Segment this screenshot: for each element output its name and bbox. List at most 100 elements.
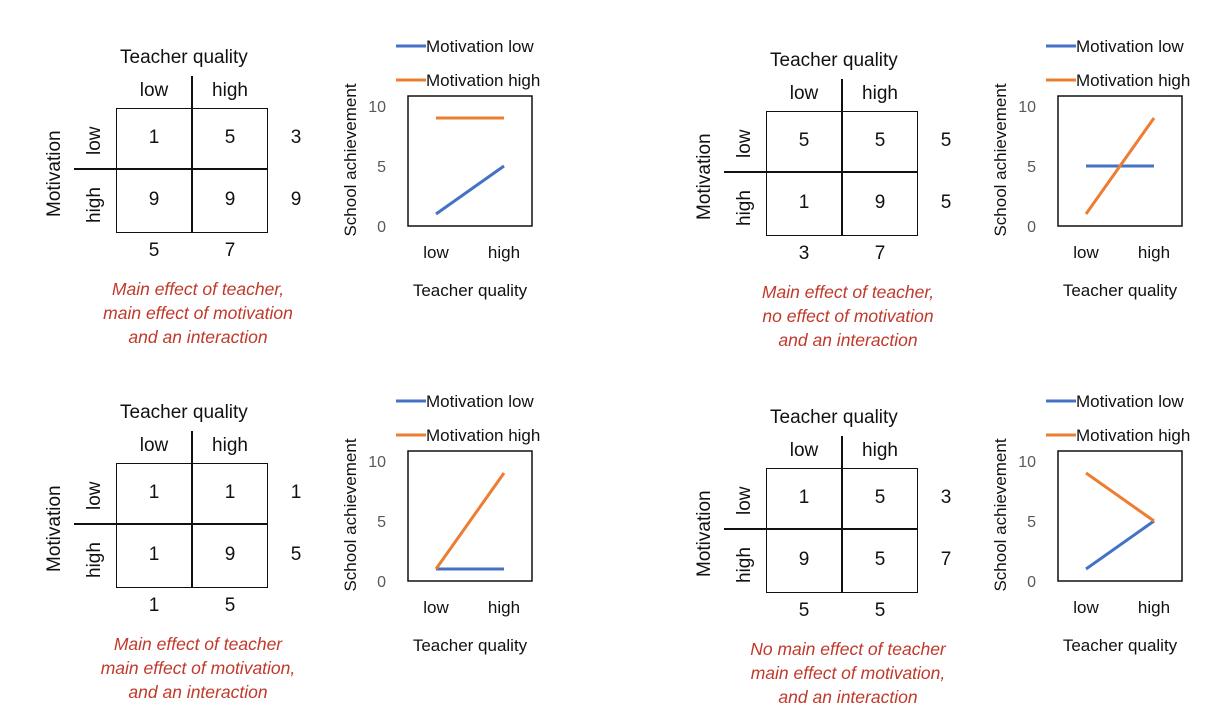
- y-tick-label: 0: [1027, 574, 1036, 591]
- col-label-1: high: [862, 440, 898, 461]
- x-tick-label: high: [1138, 243, 1170, 262]
- legend-label: Motivation high: [1076, 71, 1190, 90]
- caption-line: main effect of motivation: [103, 303, 293, 323]
- x-tick-label: low: [1073, 243, 1099, 262]
- table-cell: 9: [798, 549, 810, 570]
- col-label-0: low: [139, 435, 169, 456]
- table-cell: 5: [874, 549, 886, 570]
- y-tick-label: 5: [1027, 159, 1036, 176]
- row-label-0: low: [734, 486, 755, 515]
- y-tick-label: 10: [1018, 99, 1036, 116]
- table-cell: 9: [224, 189, 236, 210]
- row-title: Motivation: [44, 485, 65, 572]
- y-axis-label: School achievement: [991, 438, 1010, 591]
- col-margin: 5: [148, 240, 160, 261]
- table-horizontal-divider: [74, 168, 268, 170]
- caption: Main effect of teacher main effect of mot…: [68, 632, 328, 704]
- series-line-motivation-high: [1085, 471, 1155, 523]
- y-axis-label: School achievement: [991, 83, 1010, 236]
- table-title: Teacher quality: [120, 402, 248, 423]
- table-cell: 1: [148, 482, 160, 503]
- table-cell: 1: [224, 482, 236, 503]
- x-axis-label: Teacher quality: [413, 281, 528, 300]
- x-tick-label: high: [488, 243, 520, 262]
- table-cell: 1: [148, 544, 160, 565]
- col-label-1: high: [212, 435, 248, 456]
- row-margin: 7: [940, 549, 952, 570]
- caption-line: and an interaction: [778, 687, 918, 707]
- x-tick-label: low: [1073, 598, 1099, 617]
- caption: Main effect of teacher, no effect of moti…: [718, 280, 978, 352]
- table-title: Teacher quality: [770, 50, 898, 71]
- row-margin: 1: [290, 482, 302, 503]
- col-margin: 5: [874, 600, 886, 621]
- row-margin: 3: [290, 127, 302, 148]
- x-tick-label: low: [423, 598, 449, 617]
- y-axis-label: School achievement: [341, 83, 360, 236]
- table-cell: 9: [874, 192, 886, 213]
- table-cell: 9: [148, 189, 160, 210]
- row-title: Motivation: [694, 133, 715, 220]
- table-cell: 5: [874, 130, 886, 151]
- legend-label: Motivation high: [1076, 426, 1190, 445]
- table-horizontal-divider: [724, 528, 918, 530]
- panel-3: Teacher quality low high Motivation low high 1…: [0, 355, 613, 710]
- caption-line: main effect of motivation,: [750, 663, 946, 683]
- caption: Main effect of teacher, main effect of mo…: [68, 277, 328, 349]
- row-label-1: high: [84, 187, 105, 223]
- y-tick-label: 0: [377, 219, 386, 236]
- row-title: Motivation: [694, 490, 715, 577]
- y-tick-label: 10: [1018, 454, 1036, 471]
- y-tick-label: 10: [368, 454, 386, 471]
- x-tick-label: low: [423, 243, 449, 262]
- caption-line: and an interaction: [128, 327, 268, 347]
- line-chart: 0 5 10 low high Teacher quality School achieve…: [341, 392, 540, 655]
- caption-line: Main effect of teacher,: [111, 279, 285, 299]
- x-tick-label: high: [1138, 598, 1170, 617]
- row-label-0: low: [84, 481, 105, 510]
- table-vertical-divider: [841, 436, 843, 593]
- table-vertical-divider: [191, 431, 193, 588]
- x-axis-label: Teacher quality: [413, 636, 528, 655]
- col-margin: 1: [148, 595, 160, 616]
- legend-label: Motivation high: [426, 71, 540, 90]
- y-tick-label: 10: [368, 99, 386, 116]
- row-label-0: low: [734, 129, 755, 158]
- series-line-motivation-low: [1085, 519, 1155, 571]
- col-label-1: high: [862, 83, 898, 104]
- panel-2: Teacher quality low high Motivation low high 5…: [650, 0, 1226, 355]
- table-title: Teacher quality: [770, 407, 898, 428]
- caption: No main effect of teacher main effect of …: [718, 637, 978, 709]
- table-cell: 5: [798, 130, 810, 151]
- table-vertical-divider: [191, 76, 193, 233]
- row-title: Motivation: [44, 130, 65, 217]
- caption-line: Main effect of teacher: [113, 634, 283, 654]
- table-title: Teacher quality: [120, 47, 248, 68]
- row-label-1: high: [734, 547, 755, 583]
- line-chart: 0 5 10 low high Teacher quality School achieve…: [991, 37, 1190, 300]
- col-label-0: low: [139, 80, 169, 101]
- legend-label: Motivation high: [426, 426, 540, 445]
- caption-line: main effect of motivation,: [100, 658, 296, 678]
- y-tick-label: 5: [377, 159, 386, 176]
- y-tick-label: 0: [1027, 219, 1036, 236]
- table-cell: 1: [798, 487, 810, 508]
- col-margin: 7: [874, 243, 886, 264]
- row-label-1: high: [734, 190, 755, 226]
- series-line-motivation-high: [1084, 117, 1156, 215]
- line-chart: 0 5 10 low high Teacher quality School achieve…: [341, 37, 540, 300]
- table-vertical-divider: [841, 79, 843, 236]
- table-cell: 1: [148, 127, 160, 148]
- col-label-1: high: [212, 80, 248, 101]
- row-margin: 3: [940, 487, 952, 508]
- table-cell: 9: [224, 544, 236, 565]
- table-cell: 5: [224, 127, 236, 148]
- line-chart: 0 5 10 low high Teacher quality School achieve…: [991, 392, 1190, 655]
- legend-label: Motivation low: [1076, 37, 1184, 56]
- x-axis-label: Teacher quality: [1063, 636, 1178, 655]
- legend-label: Motivation low: [426, 392, 534, 411]
- x-axis-label: Teacher quality: [1063, 281, 1178, 300]
- col-label-0: low: [789, 440, 819, 461]
- col-label-0: low: [789, 83, 819, 104]
- caption-line: No main effect of teacher: [750, 639, 946, 659]
